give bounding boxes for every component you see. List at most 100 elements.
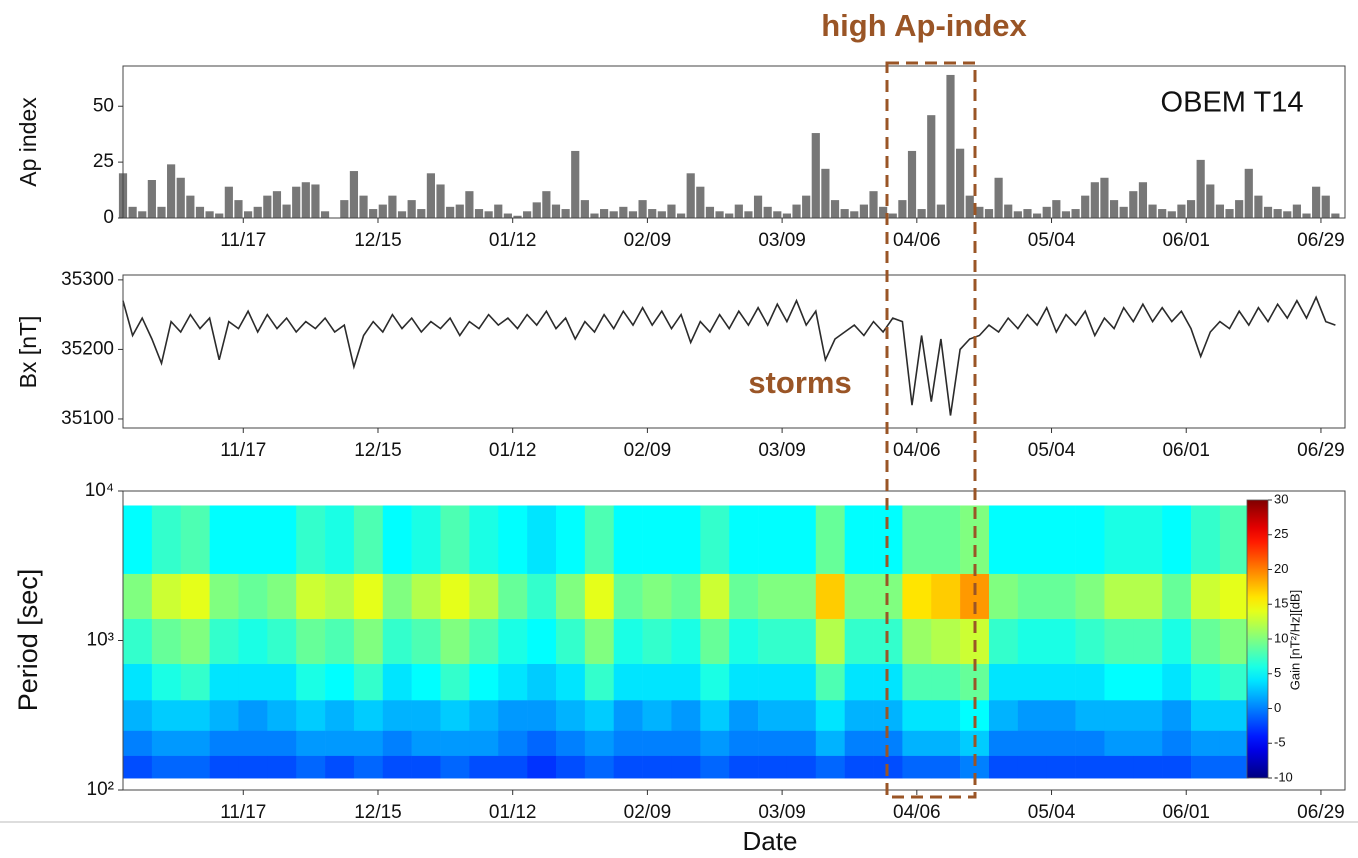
heat-cell xyxy=(1133,573,1163,619)
heat-cell xyxy=(931,663,961,701)
bar xyxy=(1100,177,1109,218)
heat-cell xyxy=(815,505,845,574)
bar xyxy=(503,213,512,218)
heat-cell xyxy=(988,699,1019,731)
bar xyxy=(715,211,724,218)
bar xyxy=(1302,213,1311,218)
heat-cell xyxy=(815,730,845,756)
heat-cell xyxy=(1219,699,1250,731)
heat-cell xyxy=(700,699,730,731)
heat-cell xyxy=(902,618,932,664)
y-tick-label: 35200 xyxy=(61,338,114,359)
heat-cell xyxy=(584,755,615,779)
heat-cell xyxy=(988,618,1019,664)
heat-cell xyxy=(123,663,153,701)
station-label: OBEM T14 xyxy=(1161,87,1304,119)
bar xyxy=(879,206,888,218)
bar xyxy=(523,211,532,218)
heat-cell xyxy=(584,663,615,701)
bar xyxy=(580,200,589,218)
heat-cell xyxy=(382,755,412,779)
heat-cell xyxy=(325,573,355,619)
bar xyxy=(657,211,666,218)
heat-cell xyxy=(469,505,499,574)
heat-cell xyxy=(1162,699,1192,731)
bar xyxy=(446,206,455,218)
heat-cell xyxy=(209,755,239,779)
heat-cell xyxy=(151,699,182,731)
bar xyxy=(696,186,705,218)
heat-cell xyxy=(1017,755,1048,779)
colorbar-tick-label: 5 xyxy=(1274,665,1281,680)
annotation: high Ap-index xyxy=(821,8,1027,43)
bar xyxy=(147,180,156,218)
bar xyxy=(282,204,291,218)
heat-cell xyxy=(1017,618,1048,664)
heat-cell xyxy=(642,699,672,731)
bar xyxy=(744,211,753,218)
heat-cell xyxy=(902,573,932,619)
heat-cell xyxy=(325,755,355,779)
heat-cell xyxy=(498,505,528,574)
bar xyxy=(349,171,359,218)
heat-cell xyxy=(238,573,268,619)
bar xyxy=(388,195,397,218)
heat-cell xyxy=(1162,730,1192,756)
heat-cell xyxy=(1162,573,1192,619)
heat-cell xyxy=(671,755,701,779)
heat-cell xyxy=(151,730,182,756)
bar xyxy=(1283,211,1292,218)
heat-cell xyxy=(931,505,961,574)
heat-cell xyxy=(353,663,384,701)
bar xyxy=(1312,186,1321,218)
bar xyxy=(917,209,926,218)
heat-cell xyxy=(1191,505,1221,574)
heat-cell xyxy=(844,505,874,574)
bar xyxy=(1013,211,1022,218)
heat-cell xyxy=(1017,505,1048,574)
y-tick-label: 0 xyxy=(103,207,114,228)
bar xyxy=(426,173,435,218)
heat-cell xyxy=(238,663,268,701)
heat-cell xyxy=(325,618,355,664)
heat-cell xyxy=(469,699,499,731)
bar xyxy=(600,209,609,218)
heat-cell xyxy=(902,505,932,574)
heat-cell xyxy=(180,505,210,574)
bar xyxy=(648,209,657,218)
bar xyxy=(1061,211,1071,218)
heat-cell xyxy=(469,663,499,701)
bar xyxy=(619,206,628,218)
x-tick-label: 06/01 xyxy=(1162,230,1210,251)
bar xyxy=(811,133,820,218)
heat-cell xyxy=(1075,618,1105,664)
bar xyxy=(1206,184,1215,218)
heat-cell xyxy=(1219,730,1250,756)
heat-cell xyxy=(353,699,384,731)
heat-cell xyxy=(382,618,412,664)
bar xyxy=(888,213,897,218)
bar xyxy=(571,150,580,218)
bar xyxy=(705,206,715,218)
colorbar-tick-label: 30 xyxy=(1274,491,1288,506)
heat-cell xyxy=(209,730,239,756)
heat-cell xyxy=(671,573,701,619)
bar xyxy=(320,211,330,218)
heat-cell xyxy=(411,755,441,779)
heat-cell xyxy=(382,573,412,619)
heat-cell xyxy=(1133,755,1163,779)
heat-cell xyxy=(1191,663,1221,701)
heat-cell xyxy=(671,730,701,756)
heat-cell xyxy=(180,663,210,701)
y-tick-label: 25 xyxy=(93,151,114,172)
heat-cell xyxy=(296,699,326,731)
heat-cell xyxy=(1133,505,1163,574)
x-tick-label: 06/29 xyxy=(1297,802,1345,823)
bar xyxy=(1225,209,1234,218)
bar xyxy=(340,200,349,218)
heat-cell xyxy=(700,573,730,619)
heat-cell xyxy=(151,663,182,701)
bar xyxy=(1244,168,1253,218)
heat-cell xyxy=(1219,573,1250,619)
